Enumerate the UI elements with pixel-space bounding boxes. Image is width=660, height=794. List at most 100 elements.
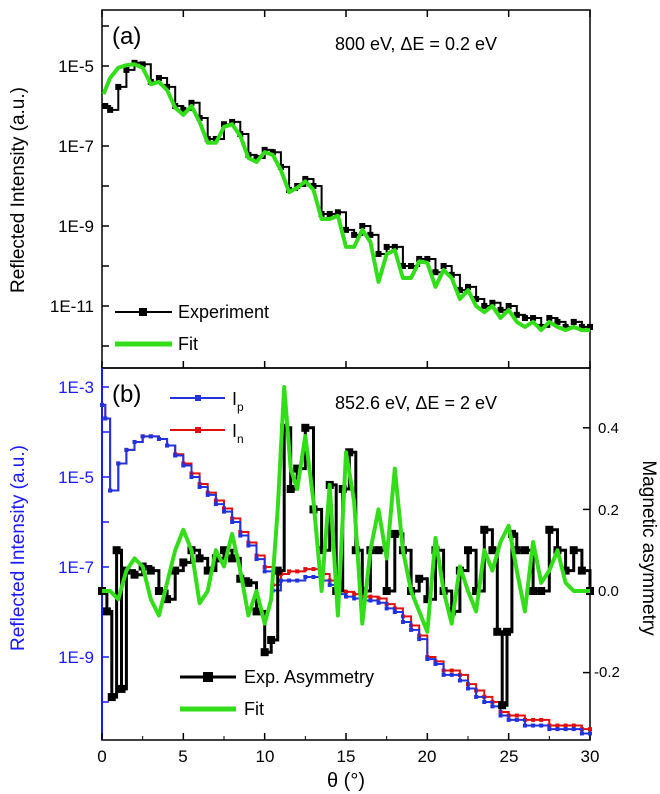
asymmetry-point (512, 546, 521, 555)
ip-point (376, 600, 381, 605)
legend-ip-label: Ip (232, 389, 244, 414)
asymmetry-point (545, 525, 554, 534)
ip-point (311, 574, 316, 579)
panel-a-annotation: 800 eV, ΔE = 0.2 eV (335, 34, 497, 54)
in-point (531, 717, 536, 722)
in-point (563, 723, 568, 728)
panel-a-ytick-1e-5: 1E-5 (58, 57, 94, 76)
series-ip-line (102, 403, 590, 735)
panel-a-ylabel: Reflected Intensity (a.u.) (8, 87, 29, 293)
panel-a-label: (a) (112, 23, 141, 50)
experiment-point (481, 303, 488, 309)
experiment-point (253, 155, 260, 162)
legend-asym-marker (203, 672, 213, 682)
asymmetry-point (273, 566, 282, 575)
legend-asym-label: Exp. Asymmetry (244, 667, 374, 687)
legend-in-marker (195, 427, 201, 433)
asymmetry-point (345, 448, 354, 457)
experiment-point (521, 315, 528, 322)
asymmetry-point (301, 423, 310, 432)
x-tick-0: 0 (97, 747, 106, 766)
ip-point (116, 461, 121, 466)
experiment-point (310, 183, 317, 189)
in-point (588, 727, 592, 732)
panel-b-legend-top: Ip In (170, 389, 244, 446)
in-point (376, 596, 381, 601)
legend-fit-b-label: Fit (244, 699, 264, 719)
ip-point (165, 443, 170, 448)
ip-point (409, 627, 414, 632)
experiment-point (570, 318, 577, 325)
ip-point (189, 475, 194, 479)
experiment-point (115, 83, 122, 90)
asymmetry-point (464, 546, 472, 555)
ip-point (490, 704, 495, 709)
experiment-point (139, 61, 146, 68)
ip-point (140, 434, 145, 439)
asymmetry-point (382, 587, 391, 595)
in-point (449, 668, 454, 673)
in-point (344, 589, 348, 594)
experiment-point (383, 243, 390, 250)
in-point (303, 567, 308, 572)
experiment-point (102, 103, 109, 109)
ip-point (522, 723, 527, 728)
experiment-point (375, 250, 382, 257)
ip-point (498, 713, 503, 718)
ip-point (466, 686, 470, 691)
ip-point (563, 727, 568, 732)
ip-point (222, 509, 226, 514)
asymmetry-point (163, 595, 172, 604)
legend-fit-label: Fit (178, 334, 198, 354)
experiment-point (221, 121, 227, 128)
ip-point (173, 453, 178, 458)
ip-point (287, 578, 292, 583)
ip-point (474, 694, 479, 699)
ip-point (368, 598, 373, 603)
panel-a-ticks (101, 10, 591, 368)
asymmetry-point (503, 627, 512, 636)
panel-a-ytick-1e-9: 1E-9 (58, 217, 94, 236)
asymmetry-point (244, 578, 253, 587)
asymmetry-point (358, 587, 367, 595)
asymmetry-point (195, 554, 204, 563)
asymmetry-point (293, 464, 302, 473)
ip-point (262, 569, 267, 574)
asymmetry-point (267, 635, 276, 644)
in-point (287, 569, 292, 574)
panel-a-legend: Experiment Fit (115, 302, 269, 354)
panel-b-ylabel-right: Magnetic asymmetry (638, 460, 659, 636)
experiment-point (343, 226, 349, 233)
asymmetry-point (179, 558, 188, 567)
x-tick-30: 30 (581, 747, 600, 766)
series-fit-asymmetry-line (102, 385, 590, 634)
experiment-point (155, 75, 162, 82)
experiment-point (107, 106, 114, 113)
ip-point (278, 578, 283, 583)
experiment-point (424, 255, 431, 262)
experiment-point (302, 175, 309, 182)
experiment-point (229, 118, 236, 125)
in-point (514, 713, 519, 718)
ip-point (100, 402, 104, 407)
asymmetry-point (130, 570, 139, 579)
asymmetry-point (423, 595, 432, 604)
experiment-point (164, 83, 171, 90)
asymmetry-point (260, 648, 269, 657)
asymmetry-point (228, 554, 237, 563)
legend-experiment-label: Experiment (178, 302, 269, 322)
x-tick-10: 10 (256, 747, 275, 766)
ip-point (108, 488, 113, 493)
asymmetry-point (488, 546, 497, 555)
experiment-point (180, 106, 187, 113)
in-point (352, 592, 357, 597)
ip-point (205, 492, 210, 497)
asymmetry-point (220, 546, 228, 555)
asymmetry-point (117, 684, 126, 693)
experiment-point (367, 231, 374, 238)
ip-point (392, 610, 397, 614)
experiment-point (351, 231, 358, 238)
ip-point (571, 727, 576, 732)
ip-point (531, 723, 536, 728)
ip-point (588, 731, 592, 736)
